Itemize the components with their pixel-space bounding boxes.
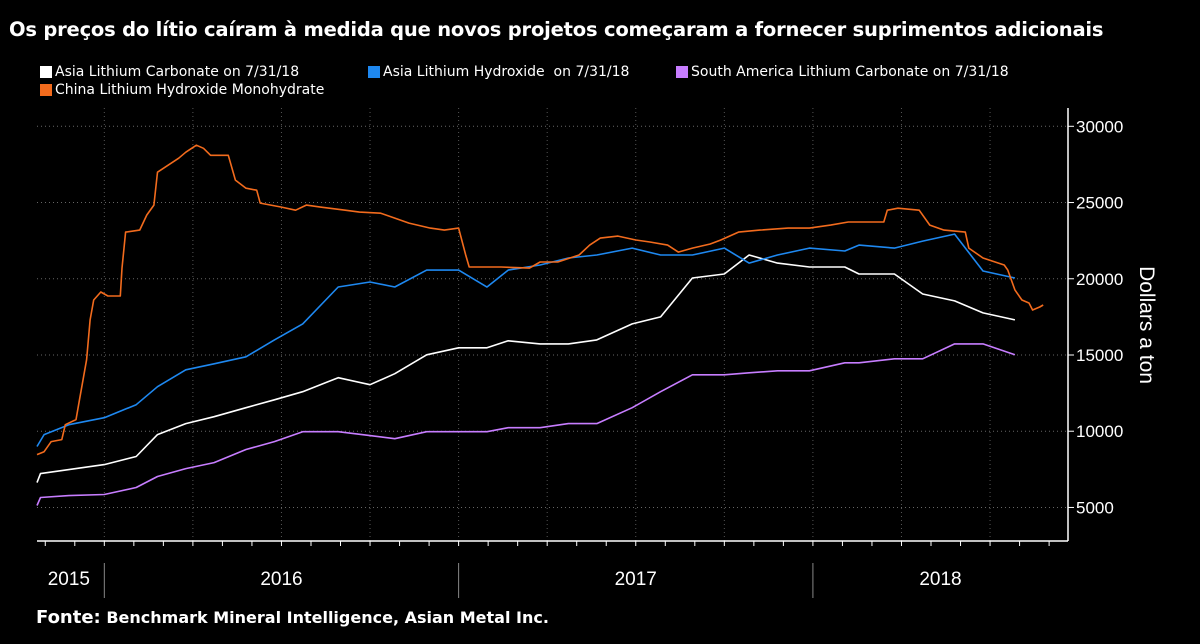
legend-swatch <box>40 84 52 96</box>
legend-swatch <box>676 66 688 78</box>
legend-label: South America Lithium Carbonate on 7/31/… <box>691 64 1009 80</box>
legend-item-china-hydroxide: China Lithium Hydroxide Monohydrate <box>40 82 324 98</box>
y-axis-label: Dollars a ton <box>1135 266 1158 384</box>
source-label: Fonte: <box>36 607 101 628</box>
legend-label: China Lithium Hydroxide Monohydrate <box>55 82 325 98</box>
legend-item-south-america-carbonate: South America Lithium Carbonate on 7/31/… <box>676 64 1009 80</box>
legend-label: Asia Lithium Hydroxide on 7/31/18 <box>383 64 630 80</box>
series-line-asia-lithium-carbonate-on <box>36 254 1016 483</box>
y-tick-label: 20000 <box>1076 270 1123 289</box>
x-year-label: 2018 <box>919 569 961 590</box>
series-line-south-america-lithium-carbonate-on <box>36 343 1016 506</box>
series-line-china-lithium-hydroxide-monohydrate <box>36 144 1044 456</box>
x-year-label: 2017 <box>615 569 657 590</box>
legend-label: Asia Lithium Carbonate on 7/31/18 <box>55 64 300 80</box>
y-tick-label: 15000 <box>1076 346 1123 365</box>
legend-item-asia-hydroxide: Asia Lithium Hydroxide on 7/31/18 <box>368 64 629 80</box>
y-tick-label: 10000 <box>1076 422 1123 441</box>
y-tick-label: 25000 <box>1076 194 1123 213</box>
source-note: Fonte: Benchmark Mineral Intelligence, A… <box>36 607 549 628</box>
x-year-label: 2016 <box>260 569 302 590</box>
y-tick-label: 30000 <box>1076 117 1123 136</box>
legend-item-asia-carbonate: Asia Lithium Carbonate on 7/31/18 <box>40 64 299 80</box>
chart-title: Os preços do lítio caíram à medida que n… <box>9 18 1104 41</box>
y-tick-label: 5000 <box>1076 498 1114 517</box>
source-text: Benchmark Mineral Intelligence, Asian Me… <box>106 608 549 627</box>
legend-swatch <box>368 66 380 78</box>
series-line-asia-lithium-hydroxide-on <box>36 233 1016 447</box>
legend-swatch <box>40 66 52 78</box>
x-year-label: 2015 <box>48 569 90 590</box>
